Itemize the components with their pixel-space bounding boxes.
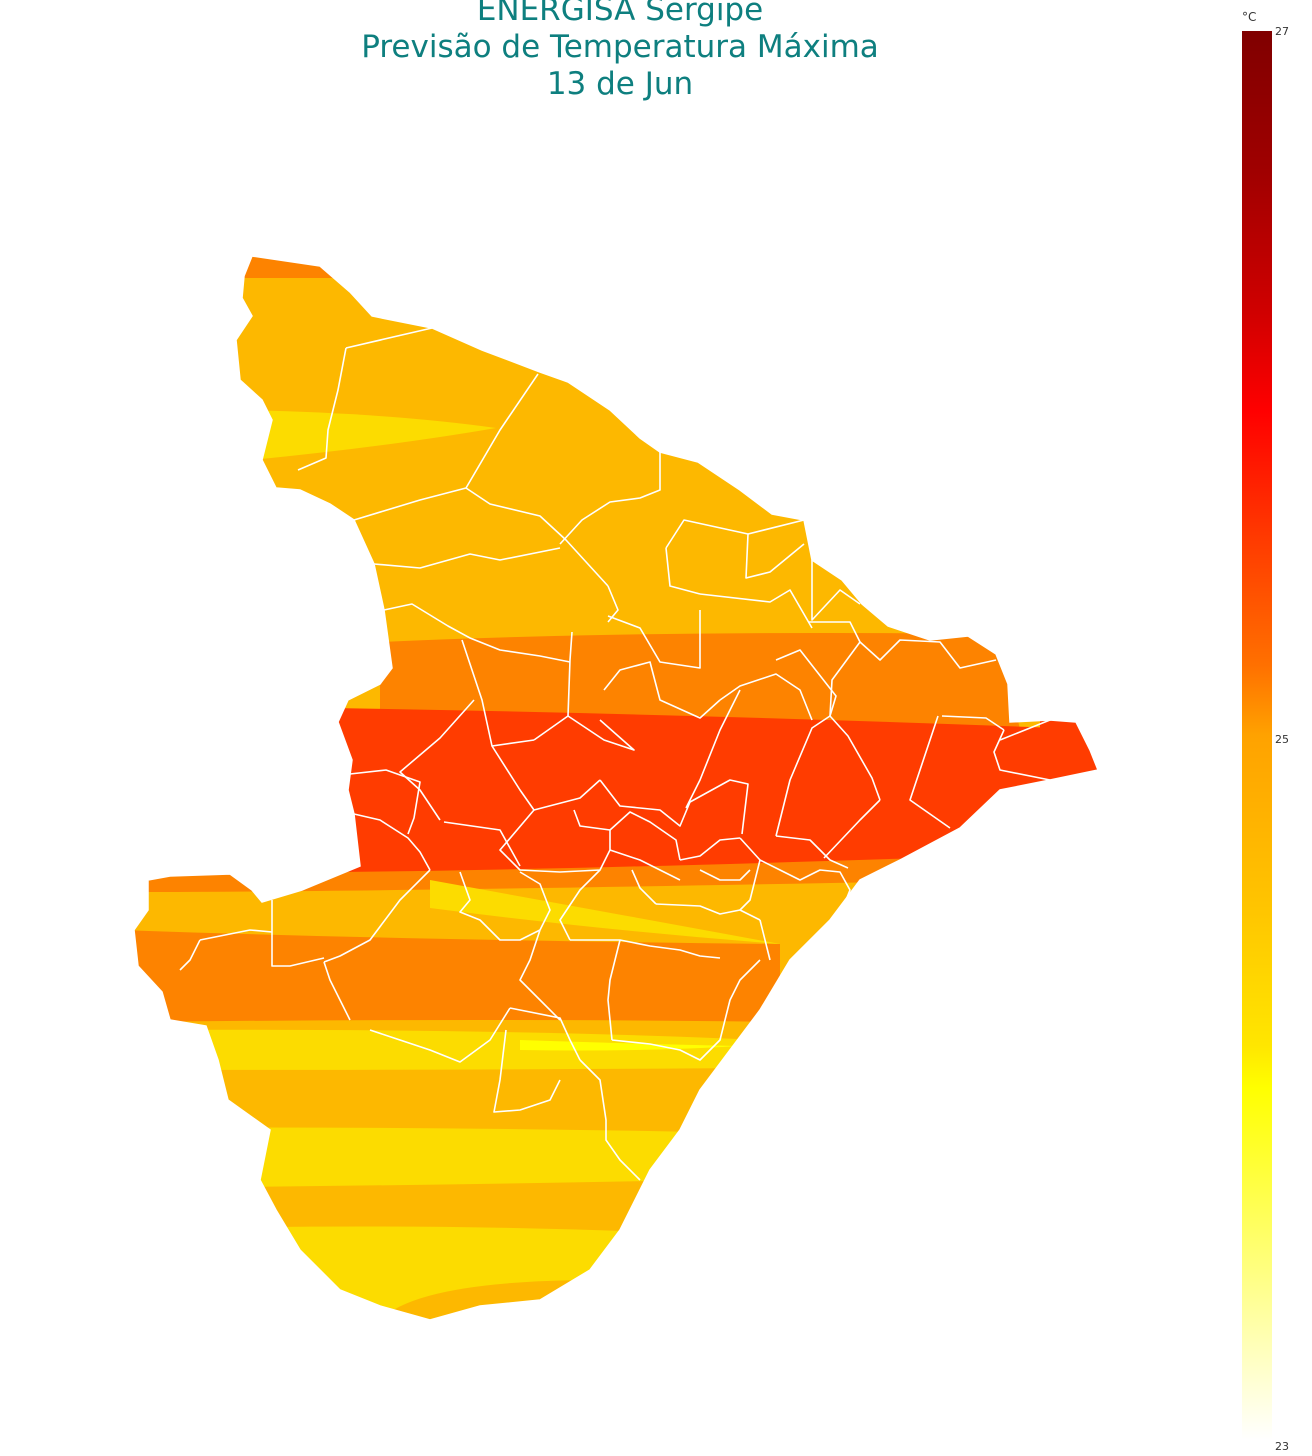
state-outline [133,255,1100,1321]
colorbar-tick-mid: 25 [1275,733,1289,746]
colorbar-tick-max: 27 [1275,25,1289,38]
temperature-colorbar [1242,31,1272,1440]
municipality-borders [179,327,1051,1181]
title-line-1: ENERGISA Sergipe [476,0,764,28]
title-line-3: 13 de Jun [546,66,694,102]
temperature-field [134,256,1098,1320]
colorbar-unit-label: °C [1242,10,1257,24]
map-title: ENERGISA Sergipe Previsão de Temperatura… [120,0,1120,103]
title-line-2: Previsão de Temperatura Máxima [361,29,879,65]
colorbar-tick-min: 23 [1275,1440,1289,1453]
